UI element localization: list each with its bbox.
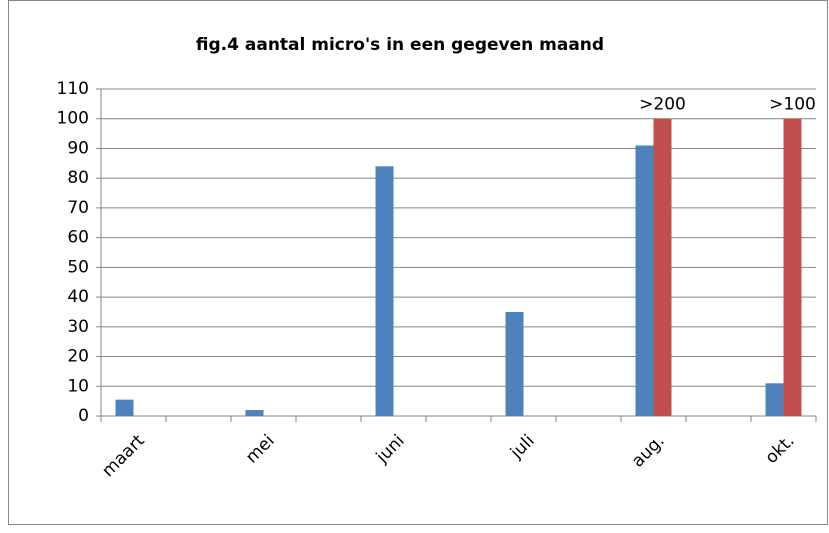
y-tick-label: 20 [67,347,89,367]
chart-frame [8,0,828,525]
chart-title: fig.4 aantal micro's in een gegeven maan… [196,35,604,55]
y-tick-label: 30 [67,317,89,337]
bar [115,399,134,416]
y-tick-label: 90 [67,138,89,158]
bar [375,166,394,416]
y-tick-label: 0 [78,406,89,426]
y-tick-label: 110 [57,79,89,99]
annotation: >200 [639,95,686,115]
bar [505,311,524,416]
y-tick-label: 60 [67,228,89,248]
y-tick-label: 70 [67,198,89,218]
y-tick-label: 10 [67,376,89,396]
annotation: >100 [769,95,816,115]
y-tick-label: 40 [67,287,89,307]
bar [765,383,784,416]
y-tick-label: 80 [67,168,89,188]
bar [783,118,802,417]
y-tick-label: 50 [67,257,89,277]
bar [653,118,672,417]
y-tick-label: 100 [57,109,89,129]
bar [245,410,264,416]
bar [635,145,654,416]
